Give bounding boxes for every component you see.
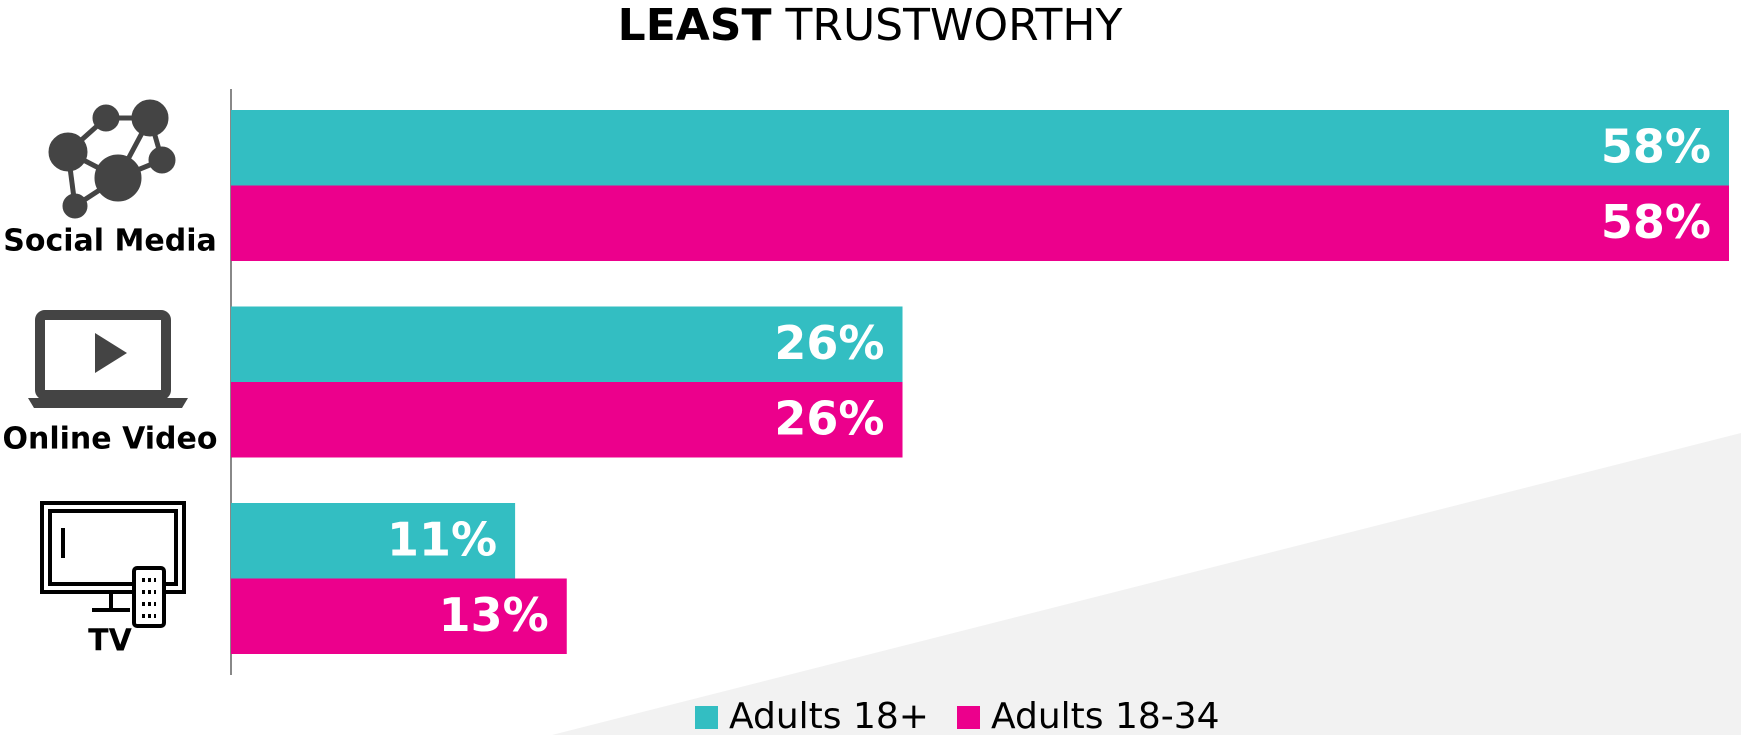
legend-swatch [695, 706, 718, 729]
background-shape [552, 433, 1741, 735]
category-label: TV [88, 624, 132, 659]
legend-swatch [957, 706, 980, 729]
value-label: 58% [1601, 119, 1711, 173]
title-bold: LEAST [618, 0, 772, 51]
legend-label: Adults 18+ [729, 696, 929, 735]
title-regular: TRUSTWORTHY [785, 0, 1123, 51]
bar [231, 503, 516, 579]
value-label: 58% [1601, 195, 1711, 249]
category-label: Online Video [3, 422, 218, 457]
value-label: 13% [439, 588, 549, 642]
legend-label: Adults 18-34 [991, 696, 1220, 735]
chart-title: LEAST TRUSTWORTHY [618, 0, 1123, 51]
bar [231, 578, 567, 654]
bar [231, 110, 1729, 186]
social-icon [48, 99, 176, 219]
value-label: 11% [387, 512, 497, 566]
bar [231, 185, 1729, 261]
value-label: 26% [774, 391, 884, 445]
bar [231, 382, 903, 458]
category-label: Social Media [3, 224, 216, 259]
tv-icon [40, 501, 186, 628]
value-label: 26% [774, 316, 884, 370]
video-icon [28, 310, 188, 408]
bar [231, 306, 903, 382]
